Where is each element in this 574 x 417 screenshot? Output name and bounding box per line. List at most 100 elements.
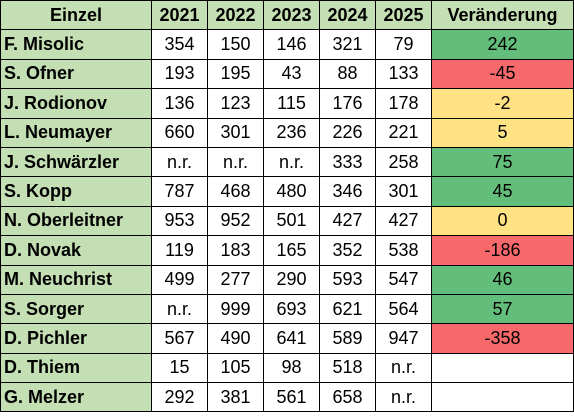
ranking-value: 183 (207, 235, 264, 266)
change-value: 0 (431, 205, 574, 237)
ranking-value: 490 (207, 323, 264, 354)
ranking-value: 538 (375, 235, 432, 266)
ranking-value: 999 (207, 293, 264, 325)
ranking-value: 119 (151, 235, 208, 266)
ranking-value: 292 (151, 382, 208, 413)
ranking-value: n.r. (207, 146, 264, 178)
change-value: -358 (431, 323, 574, 354)
header-year-2025: 2025 (375, 0, 432, 31)
ranking-value: 221 (375, 117, 432, 148)
table-row: D. Novak 119 183 165 352 538 -186 (0, 235, 574, 266)
player-name: S. Ofner (0, 58, 152, 90)
ranking-value: 660 (151, 117, 208, 148)
change-value: -45 (431, 58, 574, 90)
table-row: J. Schwärzler n.r. n.r. n.r. 333 258 75 (0, 146, 574, 178)
ranking-value: n.r. (151, 293, 208, 325)
ranking-value: 641 (263, 323, 320, 354)
ranking-value: 98 (263, 352, 320, 384)
ranking-value: 947 (375, 323, 432, 354)
header-veraenderung: Veränderung (431, 0, 574, 31)
ranking-value: 468 (207, 176, 264, 207)
player-name: S. Sorger (0, 293, 152, 325)
change-value: 5 (431, 117, 574, 148)
ranking-value: 123 (207, 88, 264, 119)
table-row: L. Neumayer 660 301 236 226 221 5 (0, 117, 574, 148)
table-row: M. Neuchrist 499 277 290 593 547 46 (0, 264, 574, 295)
ranking-value: 193 (151, 58, 208, 90)
player-name: J. Schwärzler (0, 146, 152, 178)
ranking-value: 480 (263, 176, 320, 207)
ranking-value: 146 (263, 29, 320, 60)
ranking-value: 301 (375, 176, 432, 207)
ranking-value: 564 (375, 293, 432, 325)
ranking-value: 621 (319, 293, 376, 325)
header-row: Einzel 2021 2022 2023 2024 2025 Veränder… (0, 0, 574, 31)
table-row: G. Melzer 292 381 561 658 n.r. (0, 382, 574, 413)
header-year-2022: 2022 (207, 0, 264, 31)
ranking-value: 333 (319, 146, 376, 178)
ranking-value: 136 (151, 88, 208, 119)
table-row: F. Misolic 354 150 146 321 79 242 (0, 29, 574, 60)
ranking-value: n.r. (151, 146, 208, 178)
ranking-value: 15 (151, 352, 208, 384)
ranking-value: 693 (263, 293, 320, 325)
change-value: 242 (431, 29, 574, 60)
ranking-value: 301 (207, 117, 264, 148)
player-name: N. Oberleitner (0, 205, 152, 237)
ranking-value: 133 (375, 58, 432, 90)
ranking-value: 321 (319, 29, 376, 60)
ranking-value: 354 (151, 29, 208, 60)
ranking-value: 499 (151, 264, 208, 295)
ranking-value: 787 (151, 176, 208, 207)
ranking-value: 277 (207, 264, 264, 295)
ranking-value: 593 (319, 264, 376, 295)
table-row: S. Ofner 193 195 43 88 133 -45 (0, 58, 574, 90)
header-year-2024: 2024 (319, 0, 376, 31)
ranking-value: 381 (207, 382, 264, 413)
ranking-value: 258 (375, 146, 432, 178)
player-name: J. Rodionov (0, 88, 152, 119)
ranking-value: 88 (319, 58, 376, 90)
ranking-value: 290 (263, 264, 320, 295)
ranking-value: 43 (263, 58, 320, 90)
ranking-value: n.r. (375, 352, 432, 384)
player-name: F. Misolic (0, 29, 152, 60)
table-row: S. Sorger n.r. 999 693 621 564 57 (0, 293, 574, 325)
ranking-value: 352 (319, 235, 376, 266)
ranking-value: 658 (319, 382, 376, 413)
ranking-value: 176 (319, 88, 376, 119)
table-row: J. Rodionov 136 123 115 176 178 -2 (0, 88, 574, 119)
ranking-value: 427 (375, 205, 432, 237)
ranking-value: 178 (375, 88, 432, 119)
player-name: D. Thiem (0, 352, 152, 384)
header-year-2021: 2021 (151, 0, 208, 31)
player-name: M. Neuchrist (0, 264, 152, 295)
ranking-value: 561 (263, 382, 320, 413)
table-row: S. Kopp 787 468 480 346 301 45 (0, 176, 574, 207)
ranking-value: 150 (207, 29, 264, 60)
table-row: D. Pichler 567 490 641 589 947 -358 (0, 323, 574, 354)
ranking-value: n.r. (375, 382, 432, 413)
ranking-value: 79 (375, 29, 432, 60)
ranking-value: 346 (319, 176, 376, 207)
player-name: G. Melzer (0, 382, 152, 413)
ranking-value: 589 (319, 323, 376, 354)
ranking-value: 953 (151, 205, 208, 237)
ranking-value: 501 (263, 205, 320, 237)
player-name: D. Novak (0, 235, 152, 266)
ranking-value: 518 (319, 352, 376, 384)
player-name: S. Kopp (0, 176, 152, 207)
ranking-value: n.r. (263, 146, 320, 178)
ranking-value: 567 (151, 323, 208, 354)
change-value: 46 (431, 264, 574, 295)
ranking-value: 236 (263, 117, 320, 148)
change-value (431, 382, 574, 413)
change-value: 45 (431, 176, 574, 207)
header-einzel: Einzel (0, 0, 152, 31)
ranking-value: 952 (207, 205, 264, 237)
table-row: D. Thiem 15 105 98 518 n.r. (0, 352, 574, 384)
ranking-value: 115 (263, 88, 320, 119)
change-value: 75 (431, 146, 574, 178)
header-year-2023: 2023 (263, 0, 320, 31)
